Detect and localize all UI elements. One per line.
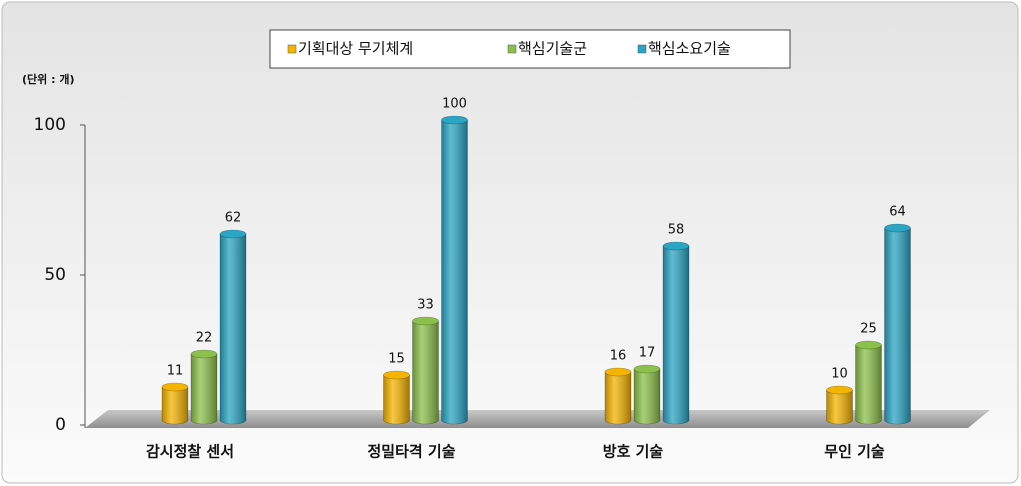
legend — [269, 29, 791, 69]
bar-shade — [162, 387, 188, 424]
legend-label: 핵심기술군 — [518, 40, 587, 58]
bar-shade — [855, 345, 882, 424]
value-label: 10 — [831, 367, 848, 382]
y-tick-label: 0 — [55, 415, 66, 435]
value-label: 17 — [639, 346, 656, 361]
value-label: 15 — [388, 352, 405, 367]
bar-cap — [383, 370, 410, 380]
value-label: 64 — [889, 205, 906, 220]
bar-shade — [634, 369, 660, 424]
bar-shade — [441, 120, 468, 424]
legend-swatch — [507, 44, 517, 54]
y-tick-label: 100 — [34, 115, 66, 135]
value-label: 22 — [196, 331, 213, 346]
bar-shade — [412, 321, 439, 424]
bar-cap — [826, 385, 853, 395]
bar-cap — [855, 340, 882, 350]
bar-cap — [219, 229, 247, 239]
legend-label: 핵심소요기술 — [648, 40, 731, 58]
x-tick-label: 무인 기술 — [824, 443, 885, 461]
unit-label: (단위 : 개) — [22, 72, 74, 86]
y-tick-label: 50 — [44, 265, 66, 285]
bar-shade — [191, 354, 217, 424]
x-tick-label: 정밀타격 기술 — [367, 443, 455, 461]
floor — [85, 410, 990, 428]
bar-shade — [605, 372, 631, 424]
bar-cap — [412, 316, 439, 326]
bar-shade — [383, 375, 410, 424]
bar-shade — [663, 246, 689, 424]
value-label: 58 — [668, 223, 685, 238]
bar-cap — [662, 241, 690, 251]
legend-swatch — [287, 44, 297, 54]
value-label: 16 — [610, 349, 627, 364]
bar-cap — [633, 364, 661, 374]
bar-shade — [826, 390, 853, 424]
bar-cap — [161, 382, 189, 392]
value-label: 11 — [167, 364, 184, 379]
value-label: 62 — [225, 211, 242, 226]
value-label: 33 — [417, 298, 434, 313]
x-tick-label: 감시정찰 센서 — [146, 443, 234, 461]
bar-shade — [884, 228, 911, 424]
x-tick-label: 방호 기술 — [603, 443, 664, 461]
value-label: 25 — [860, 322, 877, 337]
bar-cap — [190, 349, 218, 359]
bar-cap — [441, 115, 468, 125]
bar-cap — [604, 367, 632, 377]
value-label: 100 — [442, 97, 467, 112]
bar-cap — [884, 223, 911, 233]
legend-swatch — [637, 44, 647, 54]
bar-shade — [220, 234, 246, 424]
legend-label: 기획대상 무기체계 — [298, 40, 413, 58]
